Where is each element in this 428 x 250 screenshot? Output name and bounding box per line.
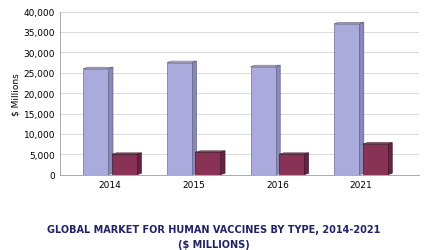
Polygon shape [250, 66, 280, 67]
Bar [195, 153, 220, 175]
Polygon shape [363, 143, 392, 144]
Polygon shape [195, 151, 225, 153]
Bar [112, 155, 137, 175]
Polygon shape [388, 143, 392, 175]
Polygon shape [167, 62, 196, 63]
Text: ($ MILLIONS): ($ MILLIONS) [178, 239, 250, 249]
Polygon shape [279, 153, 309, 155]
Bar [83, 69, 108, 175]
Polygon shape [137, 153, 141, 175]
Polygon shape [359, 23, 364, 175]
Polygon shape [83, 68, 113, 69]
Bar [250, 67, 276, 175]
Polygon shape [112, 153, 141, 155]
Bar [279, 155, 304, 175]
Polygon shape [108, 68, 113, 175]
Bar [334, 25, 359, 175]
Polygon shape [304, 153, 309, 175]
Bar [363, 144, 388, 175]
Y-axis label: $ Millions: $ Millions [12, 72, 21, 115]
Polygon shape [334, 23, 364, 25]
Text: GLOBAL MARKET FOR HUMAN VACCINES BY TYPE, 2014-2021: GLOBAL MARKET FOR HUMAN VACCINES BY TYPE… [48, 224, 380, 234]
Polygon shape [276, 66, 280, 175]
Bar [167, 63, 192, 175]
Polygon shape [220, 151, 225, 175]
Polygon shape [192, 62, 196, 175]
